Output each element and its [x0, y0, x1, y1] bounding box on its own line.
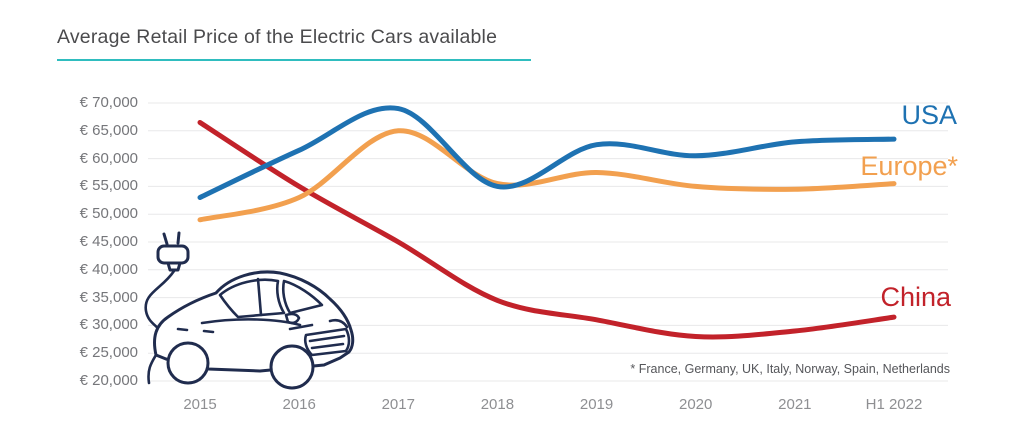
footnote: * France, Germany, UK, Italy, Norway, Sp…	[630, 362, 950, 376]
y-tick-label: € 70,000	[79, 94, 138, 111]
chart-title: Average Retail Price of the Electric Car…	[57, 26, 498, 48]
y-tick-label: € 40,000	[79, 260, 138, 278]
x-tick-label: 2018	[480, 396, 515, 413]
x-tick-label: 2016	[282, 396, 316, 413]
car-door-handles	[176, 327, 215, 334]
car-body	[153, 270, 355, 373]
series-label-china: China	[880, 282, 951, 312]
x-tick-label: 2019	[579, 396, 614, 413]
car-rear-wheel	[166, 341, 210, 385]
car-body-crease	[200, 318, 302, 327]
series-line-usa	[197, 105, 897, 200]
electric-car-illustration	[144, 231, 355, 390]
car-side-window	[218, 278, 286, 319]
y-tick-label: € 25,000	[79, 344, 138, 362]
series-label-europe: Europe*	[860, 151, 958, 181]
x-tick-label: 2017	[381, 396, 415, 413]
car-headlight	[288, 318, 349, 331]
title-underline	[57, 59, 531, 61]
x-tick-label: H1 2022	[865, 396, 923, 413]
y-tick-label: € 60,000	[79, 149, 138, 167]
y-tick-label: € 55,000	[79, 177, 138, 195]
y-tick-label: € 20,000	[79, 372, 138, 389]
y-tick-label: € 30,000	[79, 316, 138, 334]
car-front-wheel	[269, 344, 315, 390]
car-grille	[303, 327, 351, 357]
x-tick-label: 2021	[778, 396, 812, 413]
car-grille-slats	[308, 334, 346, 350]
y-tick-label: € 45,000	[79, 233, 138, 250]
y-tick-label: € 65,000	[79, 121, 138, 139]
series-label-usa: USA	[901, 100, 957, 130]
car-window-divider	[256, 277, 263, 317]
y-tick-label: € 35,000	[79, 288, 138, 306]
car-windshield	[281, 279, 324, 315]
y-tick-label: € 50,000	[79, 205, 138, 223]
x-tick-label: 2015	[183, 396, 217, 413]
x-tick-label: 2020	[679, 396, 713, 413]
plug-icon	[162, 231, 181, 246]
plug-icon	[156, 244, 190, 265]
series-line-europe	[197, 128, 897, 223]
